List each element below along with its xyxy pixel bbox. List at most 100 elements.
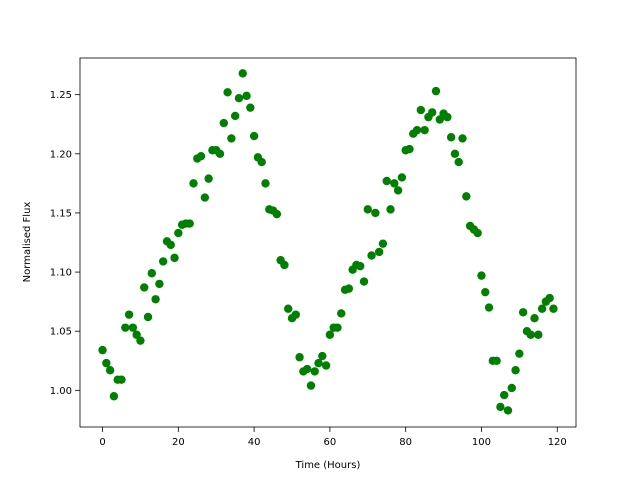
point [257, 157, 266, 167]
point [549, 304, 558, 313]
point [318, 351, 327, 361]
point [185, 219, 194, 228]
y-tick-label: 1.15 [50, 208, 72, 219]
point [166, 240, 175, 250]
point [503, 406, 513, 415]
point [227, 134, 236, 143]
point [284, 304, 293, 313]
point [382, 176, 391, 186]
point [530, 313, 539, 323]
point [545, 293, 554, 303]
point [443, 112, 452, 122]
point [306, 381, 316, 390]
point [272, 209, 282, 219]
point [446, 133, 456, 142]
y-tick-label: 1.10 [50, 268, 72, 279]
point [473, 228, 482, 238]
point [537, 304, 547, 313]
point [223, 88, 232, 97]
point [261, 179, 270, 188]
point [102, 358, 111, 368]
point [170, 253, 179, 263]
point [496, 402, 505, 412]
point [367, 251, 376, 260]
point [325, 330, 335, 339]
point [291, 310, 300, 319]
point [215, 149, 225, 158]
point [337, 309, 346, 318]
point [416, 105, 426, 115]
y-tick-label: 1.20 [50, 149, 72, 160]
point [117, 375, 126, 384]
point [431, 86, 441, 96]
point [105, 366, 115, 375]
point [390, 179, 399, 188]
point [295, 353, 304, 362]
point [238, 69, 247, 78]
point [462, 192, 471, 201]
point [450, 149, 460, 158]
point [386, 205, 395, 214]
point [151, 295, 160, 304]
point [428, 108, 437, 117]
point [302, 364, 312, 374]
point [234, 94, 244, 103]
point [196, 151, 206, 161]
point [359, 277, 369, 286]
point [219, 118, 228, 128]
point [249, 131, 259, 141]
point [534, 330, 543, 339]
point [484, 303, 494, 312]
point [321, 361, 331, 370]
x-axis-label: Time (Hours) [295, 460, 361, 471]
point [109, 392, 119, 401]
point [374, 247, 384, 257]
x-tick-label: 0 [99, 437, 105, 448]
y-tick-label: 1.25 [50, 90, 72, 101]
plot-frame [79, 57, 577, 428]
y-axis-label: Normalised Flux [22, 202, 33, 283]
point [515, 349, 524, 358]
point [412, 125, 422, 135]
point [481, 287, 490, 297]
point [378, 239, 388, 248]
point [280, 260, 289, 270]
point [344, 284, 354, 293]
point [405, 144, 414, 154]
x-tick-label: 60 [324, 437, 337, 448]
point [518, 308, 528, 317]
point [454, 157, 463, 167]
point [147, 269, 157, 278]
point [397, 173, 407, 182]
point [155, 279, 164, 289]
point [371, 208, 380, 218]
point [420, 125, 429, 135]
point [158, 257, 168, 266]
x-tick-label: 120 [548, 437, 567, 448]
point [492, 356, 501, 365]
point [511, 366, 520, 375]
point [128, 323, 138, 332]
point [458, 134, 467, 143]
point [189, 179, 198, 188]
y-tick-label: 1.05 [50, 327, 72, 338]
point [174, 228, 183, 238]
point [121, 323, 130, 332]
point [310, 367, 319, 376]
x-tick-label: 20 [172, 437, 185, 448]
point [124, 310, 134, 319]
point [393, 186, 403, 195]
point [356, 261, 365, 271]
point [477, 271, 486, 280]
point [204, 174, 213, 183]
point [363, 205, 372, 214]
y-tick-label: 1.00 [50, 386, 72, 397]
point [242, 91, 251, 101]
point [333, 323, 342, 332]
point [507, 383, 516, 393]
x-tick-label: 100 [472, 437, 491, 448]
x-tick-label: 40 [248, 437, 261, 448]
point [526, 330, 535, 339]
